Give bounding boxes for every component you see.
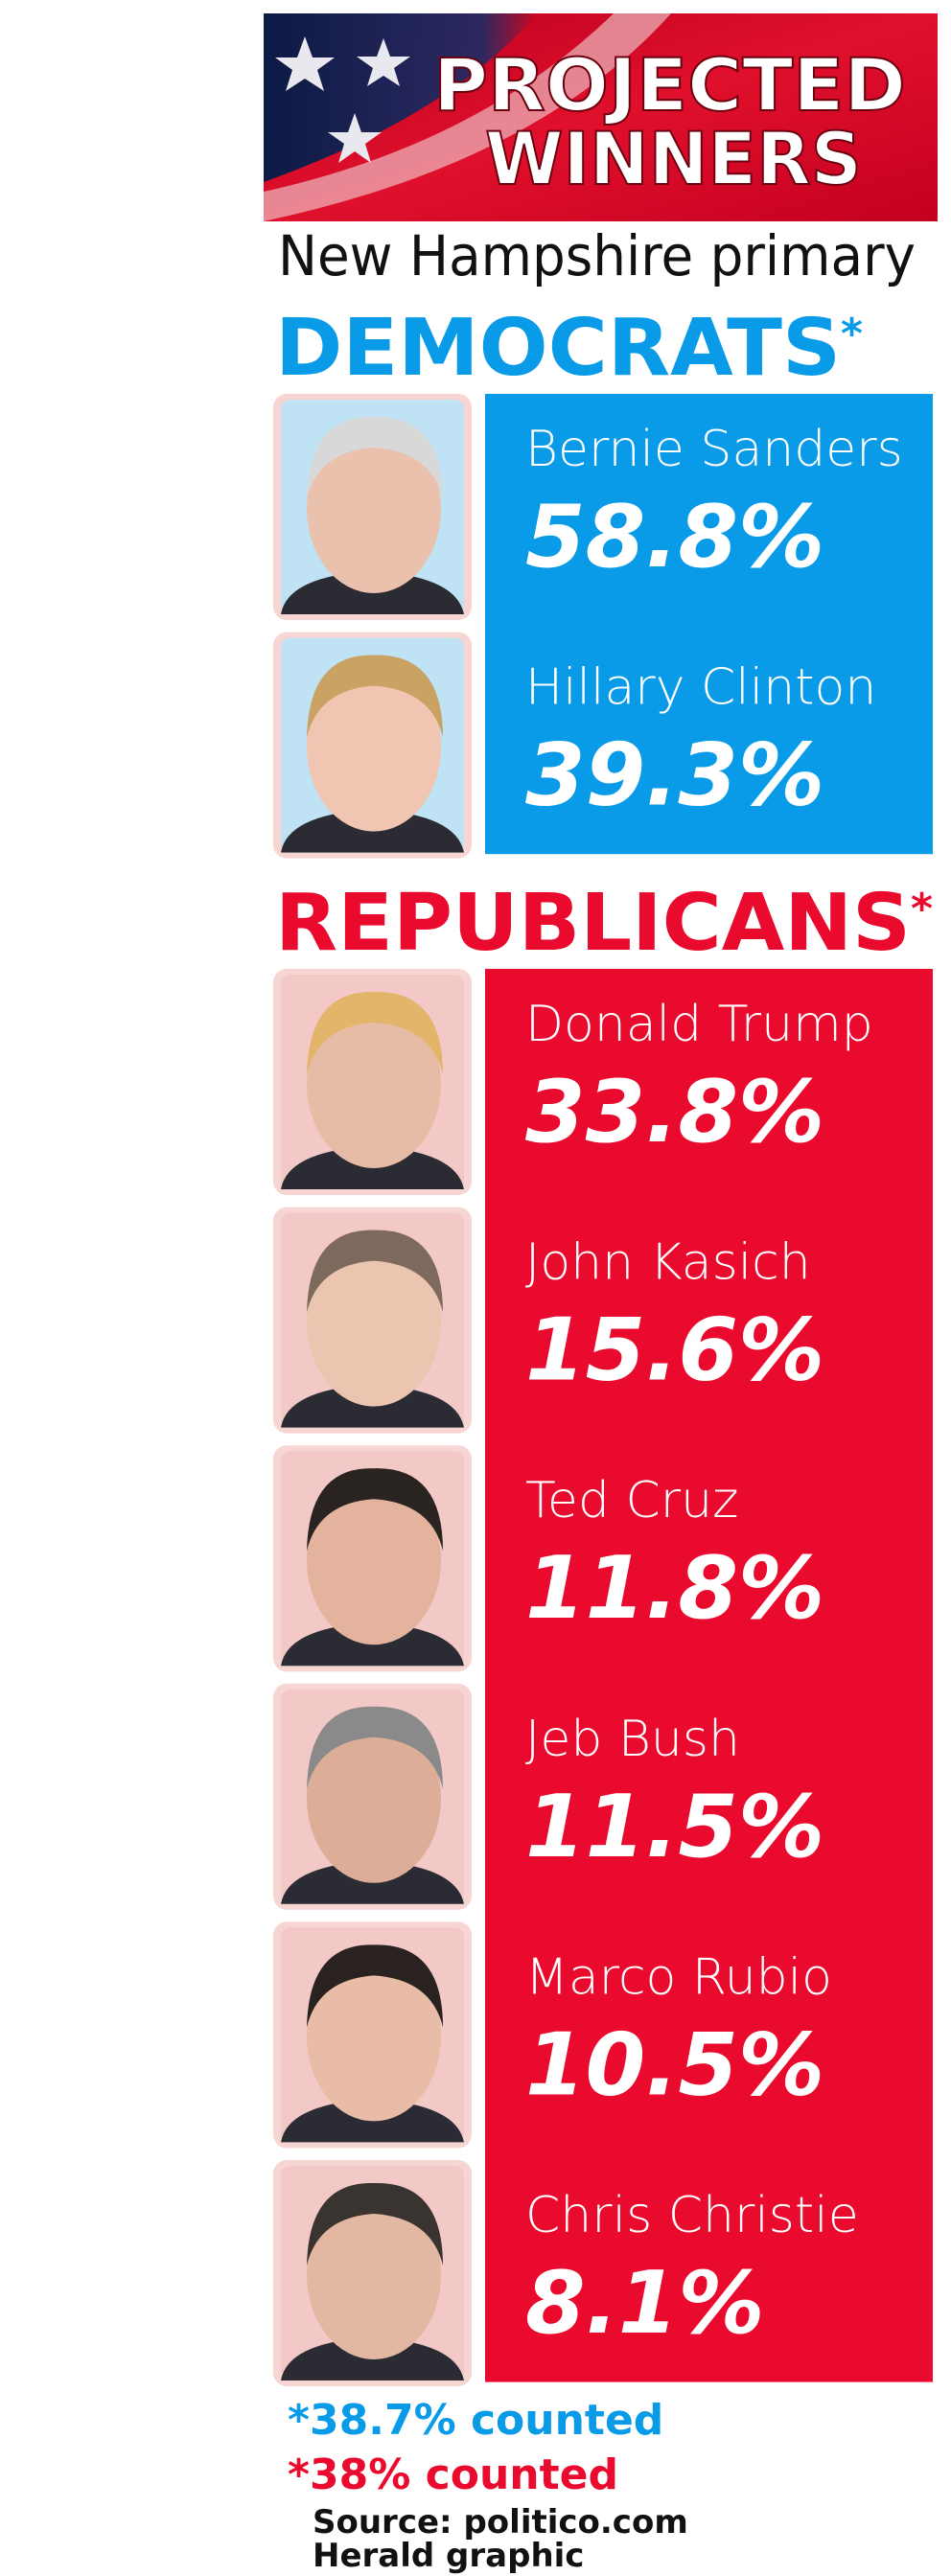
party-heading: DEMOCRATS* [275, 303, 863, 394]
photo-hair [307, 655, 443, 738]
candidate: Bernie Sanders 58.8% [273, 394, 903, 620]
stars [275, 36, 410, 163]
photo-face [307, 2191, 441, 2359]
candidate: John Kasich 15.6% [273, 1207, 824, 1434]
vote-share: 8.1% [525, 2253, 765, 2354]
party-name: DEMOCRATS [275, 303, 841, 394]
candidate-name: Marco Rubio [525, 1948, 832, 2006]
counted-note: *38.7% counted [288, 2396, 663, 2445]
party-marker: * [911, 885, 933, 933]
credit: Herald graphic [313, 2537, 584, 2575]
party-name: REPUBLICANS [275, 878, 911, 969]
candidate: Donald Trump 33.8% [273, 969, 873, 1195]
counted-note: *38% counted [288, 2450, 618, 2499]
candidate: Ted Cruz 11.8% [273, 1445, 824, 1672]
vote-share: 10.5% [525, 2014, 824, 2115]
photo-face [307, 1714, 441, 1883]
photo-hair [307, 1944, 443, 2028]
banner-title: WINNERS [485, 116, 862, 201]
photo-face [307, 662, 441, 832]
party-heading: REPUBLICANS* [275, 878, 933, 969]
photo-hair [307, 1706, 443, 1789]
candidate: Jeb Bush 11.5% [273, 1683, 824, 1910]
results-box [485, 394, 933, 855]
candidate-name: Hillary Clinton [525, 659, 876, 717]
flag [264, 13, 537, 182]
photo-face [307, 425, 441, 593]
candidate-name: Ted Cruz [525, 1472, 738, 1530]
source: Source: politico.com [313, 2503, 688, 2542]
photo-face [307, 1952, 441, 2122]
vote-share: 39.3% [525, 725, 824, 826]
subtitle: New Hampshire primary [278, 223, 916, 288]
photo-face [307, 1237, 441, 1407]
candidate-name: Bernie Sanders [525, 421, 903, 478]
banner-title: PROJECTED [433, 42, 906, 127]
photo-hair [307, 1468, 443, 1552]
candidate-name: John Kasich [525, 1234, 811, 1292]
results-box [485, 969, 933, 2382]
vote-share: 15.6% [525, 1300, 824, 1401]
photo-face [307, 1476, 441, 1645]
candidate-name: Jeb Bush [525, 1711, 740, 1768]
candidate-name: Chris Christie [525, 2187, 859, 2244]
photo-hair [307, 991, 443, 1074]
flag-stripe [264, 13, 671, 221]
banner: PROJECTED WINNERS [264, 13, 938, 221]
photo-hair [307, 1230, 443, 1313]
candidate: Marco Rubio 10.5% [273, 1921, 832, 2149]
party-marker: * [841, 310, 863, 358]
candidate: Hillary Clinton 39.3% [273, 632, 876, 859]
vote-share: 11.5% [525, 1777, 824, 1877]
candidate: Chris Christie 8.1% [273, 2160, 859, 2386]
vote-share: 11.8% [525, 1538, 824, 1639]
vote-share: 33.8% [525, 1062, 824, 1162]
photo-hair [307, 2182, 443, 2266]
candidate-name: Donald Trump [525, 996, 873, 1053]
photo-face [307, 1000, 441, 1168]
photo-hair [307, 416, 443, 499]
vote-share: 58.8% [525, 487, 824, 587]
